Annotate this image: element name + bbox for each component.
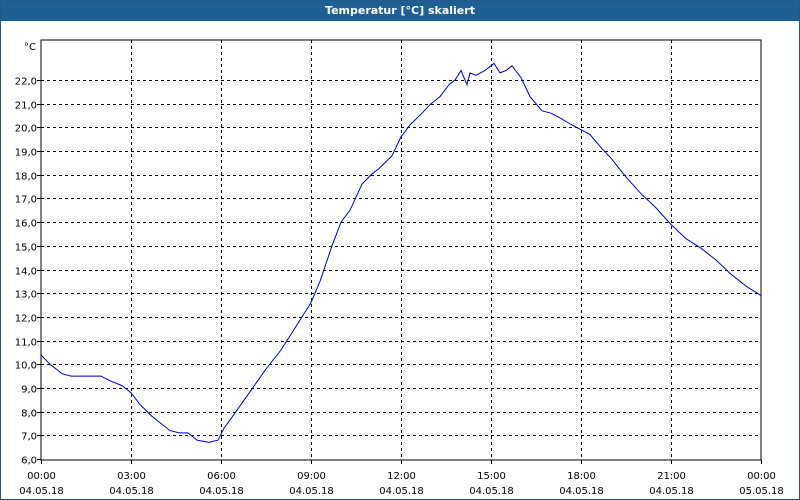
y-axis-unit-label: °C bbox=[24, 42, 36, 53]
temperature-series-line bbox=[40, 62, 762, 443]
x-tick-time: 21:00 bbox=[657, 471, 686, 482]
y-tick-label: 20,0 bbox=[15, 124, 37, 135]
y-tick-label: 15,0 bbox=[15, 243, 37, 254]
y-tick-label: 21,0 bbox=[15, 101, 37, 112]
x-tick-date: 04.05.18 bbox=[19, 486, 64, 497]
x-tick-time: 12:00 bbox=[387, 471, 416, 482]
x-tick-time: 00:00 bbox=[747, 471, 776, 482]
chart-axes bbox=[37, 39, 762, 464]
x-tick-date: 04.05.18 bbox=[469, 486, 514, 497]
y-tick-label: 17,0 bbox=[15, 195, 37, 206]
y-tick-label: 16,0 bbox=[15, 219, 37, 230]
window-title: Temperatur [°C] skaliert bbox=[1, 1, 799, 21]
y-tick-label: 7,0 bbox=[21, 432, 37, 443]
y-tick-label: 11,0 bbox=[15, 338, 37, 349]
y-tick-label: 13,0 bbox=[15, 290, 37, 301]
x-tick-labels: 00:00 04.05.18 03:00 04.05.18 06:00 04.05.18 0… bbox=[19, 471, 784, 497]
x-tick-date: 04.05.18 bbox=[559, 486, 604, 497]
x-tick-date: 04.05.18 bbox=[289, 486, 334, 497]
y-tick-label: 22,0 bbox=[15, 77, 37, 88]
x-tick-time: 15:00 bbox=[477, 471, 506, 482]
x-tick-time: 03:00 bbox=[117, 471, 146, 482]
x-tick-time: 09:00 bbox=[297, 471, 326, 482]
x-tick-time: 00:00 bbox=[27, 471, 56, 482]
x-tick-date: 04.05.18 bbox=[379, 486, 424, 497]
chart-grid bbox=[41, 40, 761, 460]
plot-area bbox=[40, 62, 762, 443]
y-tick-label: 14,0 bbox=[15, 267, 37, 278]
y-tick-label: 10,0 bbox=[15, 361, 37, 372]
x-tick-date: 04.05.18 bbox=[199, 486, 244, 497]
y-tick-label: 12,0 bbox=[15, 314, 37, 325]
y-tick-label: 9,0 bbox=[21, 385, 37, 396]
y-tick-label: 19,0 bbox=[15, 148, 37, 159]
y-tick-label: 8,0 bbox=[21, 409, 37, 420]
x-tick-date: 05.05.18 bbox=[739, 486, 784, 497]
y-tick-label: 18,0 bbox=[15, 172, 37, 183]
x-tick-date: 04.05.18 bbox=[649, 486, 694, 497]
x-tick-time: 06:00 bbox=[207, 471, 236, 482]
x-tick-time: 18:00 bbox=[567, 471, 596, 482]
y-tick-labels: 6,0 7,0 8,0 9,0 10,0 11,0 12,0 13,0 14,0 15,0 16,0… bbox=[15, 77, 37, 467]
y-tick-label: 6,0 bbox=[21, 456, 37, 467]
x-tick-date: 04.05.18 bbox=[109, 486, 154, 497]
